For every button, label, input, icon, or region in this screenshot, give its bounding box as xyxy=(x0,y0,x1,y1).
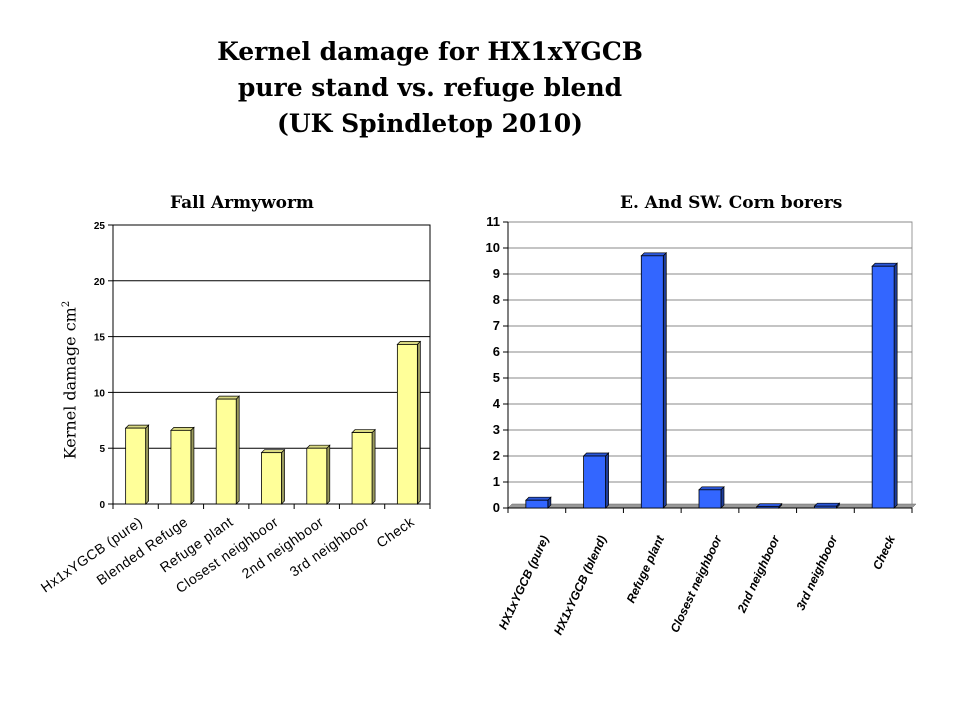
x-tick-label: Refuge plant xyxy=(624,532,668,605)
bar-top xyxy=(698,486,725,491)
bar xyxy=(756,506,780,509)
bar xyxy=(640,255,664,509)
y-tick-label: 20 xyxy=(94,277,106,288)
bar-top xyxy=(755,503,783,508)
title-line-1: Kernel damage for HX1xYGCB xyxy=(217,37,643,66)
y-tick-label: 4 xyxy=(493,396,501,411)
y-tick-label: 15 xyxy=(94,333,106,344)
y-tick-label: 2 xyxy=(493,448,500,463)
bar xyxy=(525,499,549,509)
y-tick-label: 25 xyxy=(94,221,106,232)
bar xyxy=(170,429,192,505)
y-tick-label: 8 xyxy=(493,292,500,307)
bar-top xyxy=(525,496,552,501)
bar xyxy=(396,344,418,505)
bar xyxy=(125,427,147,505)
bar xyxy=(261,452,282,505)
y-tick-label: 5 xyxy=(493,370,500,385)
y-tick-label: 9 xyxy=(493,266,500,281)
page-title: Kernel damage for HX1xYGCB pure stand vs… xyxy=(160,34,700,142)
right-chart-title: E. And SW. Corn borers xyxy=(620,193,843,213)
bar xyxy=(215,398,237,505)
y-tick-label: 1 xyxy=(493,474,500,489)
title-line-2: pure stand vs. refuge blend xyxy=(237,73,623,102)
x-tick-label: 3rd neighboor xyxy=(793,532,840,612)
bar-side xyxy=(605,452,609,509)
y-tick-label: 10 xyxy=(486,240,500,255)
y-tick-label: 5 xyxy=(99,444,105,455)
x-tick-label: 2nd neighboor xyxy=(734,532,783,616)
bar xyxy=(698,489,722,509)
bar-top xyxy=(640,252,668,257)
bar xyxy=(814,505,837,509)
bar-side xyxy=(662,251,667,509)
y-tick-label: 0 xyxy=(493,500,500,515)
bar-side xyxy=(720,485,725,509)
bar xyxy=(306,447,328,505)
plot-area xyxy=(507,221,913,509)
bar-top xyxy=(582,452,610,457)
y-tick-label: 7 xyxy=(493,318,500,333)
bar xyxy=(351,432,373,505)
x-tick-label: Check xyxy=(870,532,898,572)
x-tick-label: HX1xYGCB (blend) xyxy=(551,533,609,637)
x-tick-label: Closest neighboor xyxy=(668,532,726,635)
y-tick-label: 11 xyxy=(486,214,500,229)
bar xyxy=(583,455,606,509)
y-tick-label: 0 xyxy=(99,500,105,511)
left-chart-title: Fall Armyworm xyxy=(170,193,314,213)
bar-top xyxy=(871,262,898,267)
y-tick-label: 6 xyxy=(493,344,500,359)
y-tick-label: 10 xyxy=(94,388,106,399)
y-tick-label: 3 xyxy=(493,422,500,437)
bar xyxy=(871,265,895,509)
bar-top xyxy=(813,502,841,507)
bar-side xyxy=(893,262,898,509)
x-tick-label: HX1xYGCB (pure) xyxy=(496,533,552,631)
title-line-3: (UK Spindletop 2010) xyxy=(277,109,583,138)
